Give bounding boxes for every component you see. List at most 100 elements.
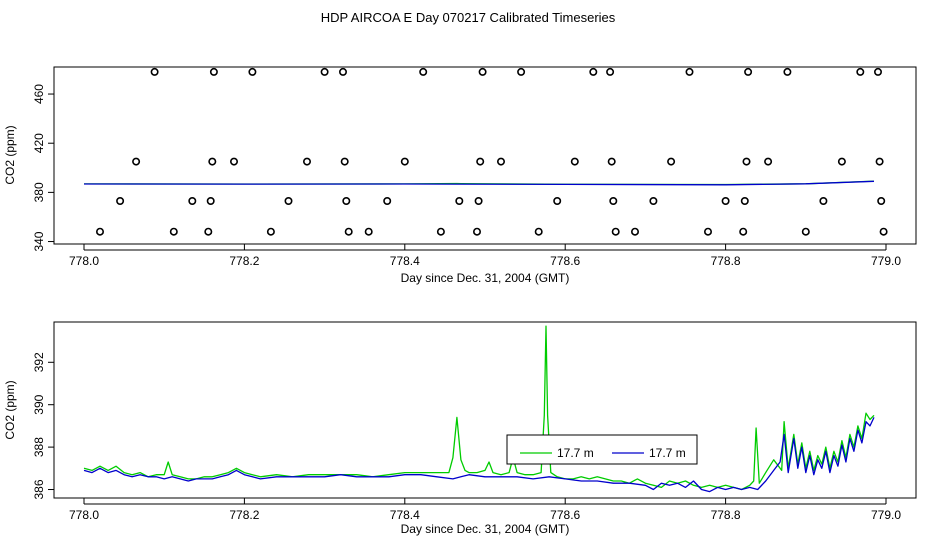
calibration-point [230,157,239,166]
top-y-tick-label: 460 [32,84,46,104]
bottom-x-tick-label: 778.4 [390,508,420,522]
bottom-series-line-blue [83,417,875,493]
calibration-point [740,197,749,206]
calibration-point [419,67,428,76]
calibration-point [721,197,730,206]
calibration-point [208,157,217,166]
calibration-point [685,67,694,76]
calibration-point [188,197,197,206]
calibration-point [703,227,712,236]
bottom-x-tick-label: 779.0 [871,508,901,522]
top-x-tick-label: 778.4 [390,254,420,268]
calibration-point [344,227,353,236]
bottom-panel: 778.0 778.2 778.4 778.6 778.8 779.0 386 388 390 3… [3,321,917,536]
calibration-point [266,227,275,236]
calibration-point [801,227,810,236]
calibration-point [96,227,105,236]
calibration-point [667,157,676,166]
top-calibration-points [96,67,888,236]
bottom-y-tick-label: 386 [32,479,46,499]
top-x-tick-label: 778.0 [69,254,99,268]
top-series-line-blue [83,180,875,186]
calibration-point [169,227,178,236]
bottom-y-tick-label: 392 [32,352,46,372]
calibration-point [476,157,485,166]
top-x-tick-label: 778.6 [550,254,580,268]
calibration-point [204,227,213,236]
calibration-point [150,67,159,76]
bottom-axes: 778.0 778.2 778.4 778.6 778.8 779.0 386 388 390 3… [32,352,901,522]
calibration-point [534,227,543,236]
calibration-point [496,157,505,166]
calibration-point [472,227,481,236]
calibration-point [474,197,483,206]
top-panel: 778.0 778.2 778.4 778.6 778.8 779.0 340 380 420 4… [3,66,917,285]
calibration-point [589,67,598,76]
bottom-x-tick-label: 778.2 [229,508,259,522]
calibration-point [338,67,347,76]
calibration-point [570,157,579,166]
top-y-tick-label: 340 [32,231,46,251]
calibration-point [630,227,639,236]
legend-label-green: 17.7 m [557,446,594,460]
calibration-point [209,67,218,76]
calibration-point [764,157,773,166]
calibration-point [742,157,751,166]
top-y-tick-label: 380 [32,182,46,202]
calibration-point [783,67,792,76]
bottom-plot-frame [53,321,917,499]
bottom-y-tick-label: 388 [32,437,46,457]
top-y-tick-label: 420 [32,133,46,153]
legend-label-blue: 17.7 m [649,446,686,460]
bottom-x-tick-label: 778.8 [711,508,741,522]
top-series [83,180,875,186]
calibration-point [364,227,373,236]
top-x-axis-label: Day since Dec. 31, 2004 (GMT) [401,271,570,285]
calibration-point [649,197,658,206]
calibration-point [609,197,618,206]
calibration-point [611,227,620,236]
top-x-tick-label: 778.8 [711,254,741,268]
calibration-point [856,67,865,76]
calibration-point [342,197,351,206]
calibration-point [248,67,257,76]
calibration-point [383,197,392,206]
calibration-point [320,67,329,76]
bottom-y-axis-label: CO2 (ppm) [3,380,17,439]
calibration-point [302,157,311,166]
calibration-point [877,197,886,206]
calibration-point [837,157,846,166]
calibration-point [436,227,445,236]
calibration-point [478,67,487,76]
calibration-point [553,197,562,206]
calibration-point [744,67,753,76]
calibration-point [879,227,888,236]
top-x-tick-label: 779.0 [871,254,901,268]
calibration-point [132,157,141,166]
top-y-axis-label: CO2 (ppm) [3,125,17,184]
calibration-point [340,157,349,166]
calibration-point [517,67,526,76]
calibration-point [875,157,884,166]
calibration-point [819,197,828,206]
calibration-point [116,197,125,206]
calibration-point [739,227,748,236]
calibration-point [455,197,464,206]
bottom-x-tick-label: 778.6 [550,508,580,522]
top-plot-frame [53,66,917,245]
calibration-point [400,157,409,166]
bottom-x-tick-label: 778.0 [69,508,99,522]
calibration-point [284,197,293,206]
legend: 17.7 m 17.7 m [506,434,698,465]
calibration-point [607,157,616,166]
bottom-series-line-green [83,325,875,491]
bottom-y-tick-label: 390 [32,394,46,414]
calibration-point [873,67,882,76]
bottom-series [83,325,875,493]
legend-box [506,434,698,465]
chart-title: HDP AIRCOA E Day 070217 Calibrated Times… [321,10,616,25]
top-axes: 778.0 778.2 778.4 778.6 778.8 779.0 340 380 420 4… [32,84,901,268]
bottom-x-axis-label: Day since Dec. 31, 2004 (GMT) [401,522,570,536]
calibration-point [606,67,615,76]
